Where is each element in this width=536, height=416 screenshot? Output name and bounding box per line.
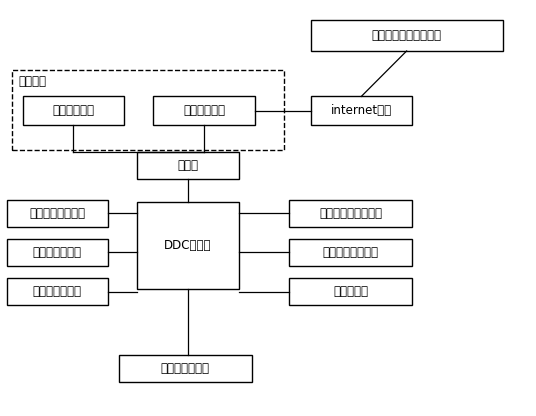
Text: 主控系统: 主控系统 bbox=[18, 74, 47, 87]
Text: 室内温湿度传感器: 室内温湿度传感器 bbox=[29, 207, 85, 220]
Bar bbox=[7, 239, 108, 266]
Bar bbox=[311, 97, 412, 125]
Text: 中央处理单元: 中央处理单元 bbox=[183, 104, 225, 117]
Bar bbox=[289, 278, 412, 305]
Text: 大气质量指数发布系统: 大气质量指数发布系统 bbox=[371, 29, 442, 42]
Bar bbox=[137, 202, 239, 289]
Text: 无线空气质量传感器: 无线空气质量传感器 bbox=[319, 207, 382, 220]
Text: 空气质量传感器: 空气质量传感器 bbox=[33, 285, 82, 298]
Bar bbox=[289, 239, 412, 266]
Bar bbox=[7, 278, 108, 305]
Text: 全热新风换气机: 全热新风换气机 bbox=[161, 362, 210, 375]
Bar bbox=[118, 355, 252, 381]
Text: 风力传感器: 风力传感器 bbox=[333, 285, 368, 298]
Bar bbox=[153, 97, 255, 125]
Bar bbox=[12, 69, 284, 150]
Bar bbox=[23, 97, 124, 125]
Text: 空气质量检测仪: 空气质量检测仪 bbox=[33, 246, 82, 259]
Bar bbox=[311, 20, 503, 51]
Text: 室外温湿度传感器: 室外温湿度传感器 bbox=[323, 246, 378, 259]
Text: 局域网: 局域网 bbox=[177, 159, 198, 172]
Text: 云平台服务器: 云平台服务器 bbox=[53, 104, 94, 117]
Text: DDC控制器: DDC控制器 bbox=[164, 239, 212, 252]
Bar bbox=[137, 152, 239, 179]
Bar bbox=[7, 200, 108, 227]
Bar bbox=[289, 200, 412, 227]
Text: internet网络: internet网络 bbox=[331, 104, 392, 117]
